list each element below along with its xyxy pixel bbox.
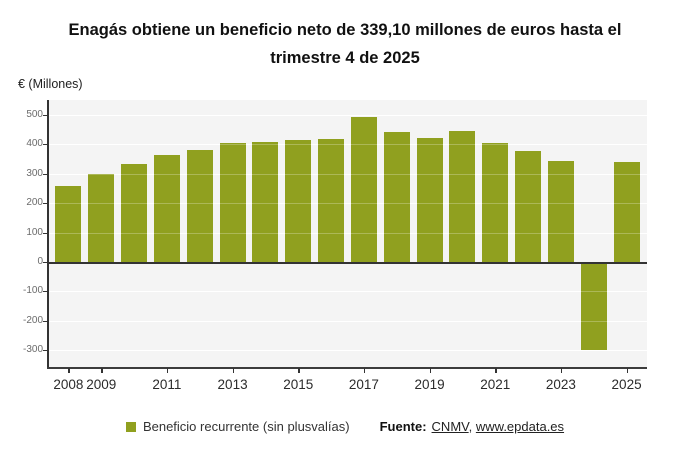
gridline-overlay--100 xyxy=(48,291,647,293)
bar-2011[interactable] xyxy=(153,154,180,262)
bar-2019[interactable] xyxy=(416,137,443,262)
gridline-400 xyxy=(48,144,647,146)
legend-series-label: Beneficio recurrente (sin plusvalías) xyxy=(142,419,350,434)
y-tick-label--300: -300 xyxy=(22,344,43,356)
bar-2017[interactable] xyxy=(350,117,377,262)
y-tick-mark-0 xyxy=(43,261,48,263)
source-link-cnmv[interactable]: CNMV xyxy=(431,419,469,434)
x-tick-label-2023: 2023 xyxy=(545,377,576,392)
y-tick-mark-500 xyxy=(43,114,48,116)
bar-2013[interactable] xyxy=(219,143,246,262)
y-tick-label-300: 300 xyxy=(26,167,43,179)
bar-2018[interactable] xyxy=(383,131,410,262)
source-link-www-epdata-es[interactable]: www.epdata.es xyxy=(475,419,565,434)
gridline-overlay--300 xyxy=(48,350,647,352)
bar-2024[interactable] xyxy=(580,263,607,351)
bar-2014[interactable] xyxy=(252,142,279,262)
x-tick-label-2008: 2008 xyxy=(53,377,84,392)
y-tick-mark--300 xyxy=(43,350,48,352)
x-tick-label-2009: 2009 xyxy=(86,377,117,392)
y-tick-label-400: 400 xyxy=(26,138,43,150)
y-tick-mark-200 xyxy=(43,203,48,205)
x-tick-label-2025: 2025 xyxy=(611,377,642,392)
bar-2009[interactable] xyxy=(88,174,115,262)
x-tick-mark-2011 xyxy=(166,368,169,373)
x-tick-label-2017: 2017 xyxy=(348,377,379,392)
legend-color-swatch xyxy=(125,421,136,432)
x-axis-line xyxy=(47,367,647,369)
bar-2023[interactable] xyxy=(547,161,574,262)
gridline--100 xyxy=(48,291,647,293)
gridline--300 xyxy=(48,350,647,352)
gridline-overlay-300 xyxy=(48,173,647,175)
y-axis-line xyxy=(47,100,49,368)
gridline-200 xyxy=(48,203,647,205)
chart-title: Enagás obtiene un beneficio neto de 339,… xyxy=(68,21,622,67)
gridline-overlay--200 xyxy=(48,320,647,322)
bar-2022[interactable] xyxy=(515,151,542,262)
x-tick-mark-2009 xyxy=(101,368,103,373)
y-tick-mark-100 xyxy=(43,232,48,234)
y-tick-label-0: 0 xyxy=(37,255,43,267)
gridline-300 xyxy=(48,173,647,175)
x-tick-mark-2013 xyxy=(232,368,235,373)
gridline-overlay-200 xyxy=(48,203,647,205)
bar-2008[interactable] xyxy=(55,185,82,262)
y-axis-unit-label: € (Millones) xyxy=(18,77,83,91)
bar-2012[interactable] xyxy=(186,150,213,262)
bar-2015[interactable] xyxy=(285,140,312,262)
gridline-overlay-400 xyxy=(48,144,647,146)
y-tick-label-200: 200 xyxy=(26,197,43,209)
gridline-overlay-500 xyxy=(48,114,647,116)
y-tick-mark--200 xyxy=(43,320,48,322)
gridline-500 xyxy=(48,114,647,116)
gridline-100 xyxy=(48,232,647,234)
gridline-overlay-100 xyxy=(48,232,647,234)
zero-axis-line xyxy=(47,261,647,264)
y-tick-label-500: 500 xyxy=(26,108,43,120)
bar-2010[interactable] xyxy=(121,163,148,262)
y-tick-mark--100 xyxy=(43,291,48,293)
y-tick-mark-300 xyxy=(43,173,48,175)
x-tick-label-2015: 2015 xyxy=(283,377,314,392)
x-tick-label-2019: 2019 xyxy=(414,377,445,392)
x-tick-mark-2008 xyxy=(68,368,70,373)
legend: Beneficio recurrente (sin plusvalías) Fu… xyxy=(0,419,690,434)
bar-2021[interactable] xyxy=(482,143,509,262)
x-tick-label-2011: 2011 xyxy=(152,377,182,392)
source-links: CNMV, www.epdata.es xyxy=(431,419,565,434)
y-tick-label-100: 100 xyxy=(26,226,43,238)
x-tick-mark-2015 xyxy=(298,368,300,373)
y-tick-label--200: -200 xyxy=(22,314,43,326)
y-tick-mark-400 xyxy=(43,144,48,146)
bar-2016[interactable] xyxy=(318,139,345,262)
y-tick-label--100: -100 xyxy=(22,285,43,297)
x-tick-mark-2017 xyxy=(363,368,366,373)
bar-2025[interactable] xyxy=(613,162,640,262)
bar-2020[interactable] xyxy=(449,131,476,262)
x-tick-label-2013: 2013 xyxy=(217,377,248,392)
x-tick-mark-2021 xyxy=(495,368,497,373)
x-tick-mark-2019 xyxy=(429,368,432,373)
x-tick-mark-2023 xyxy=(560,368,563,373)
gridline--200 xyxy=(48,320,647,322)
x-tick-label-2021: 2021 xyxy=(480,377,511,392)
source-label: Fuente: xyxy=(379,419,427,434)
x-tick-mark-2025 xyxy=(626,368,629,373)
